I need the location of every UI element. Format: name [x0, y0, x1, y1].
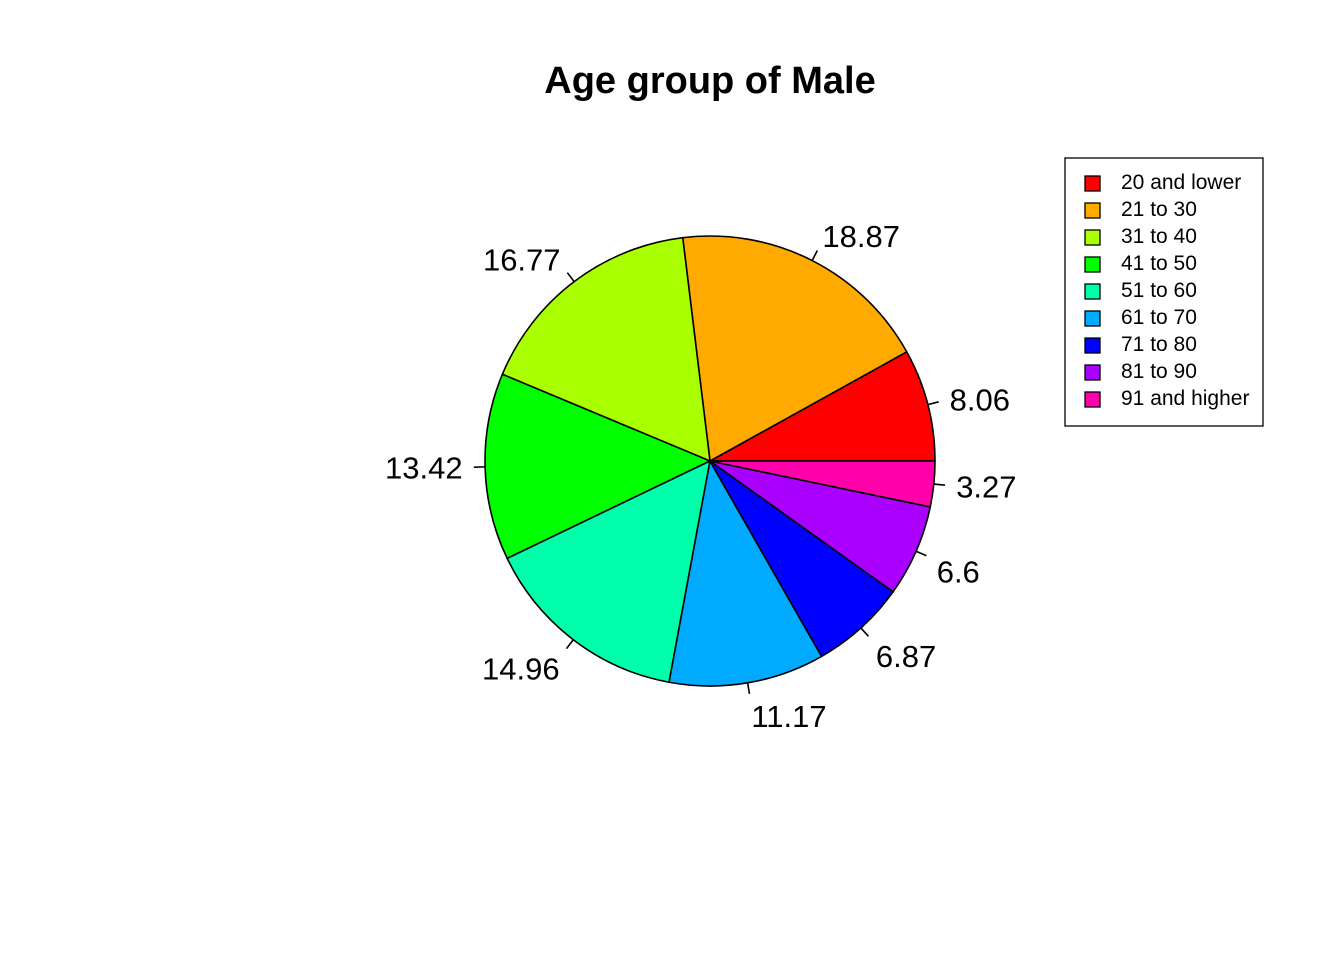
- pie-slice-label-4: 13.42: [385, 451, 463, 486]
- pie-slices: [484, 235, 936, 687]
- pie-slice-label-8: 6.6: [937, 554, 980, 589]
- legend-swatch-8: [1084, 364, 1101, 381]
- pie-label-tick-8: [915, 550, 927, 557]
- pie-label-tick-7: [860, 627, 869, 637]
- pie-slice-label-9: 3.27: [956, 470, 1016, 505]
- legend-swatch-3: [1084, 229, 1101, 246]
- pie-slice-label-6: 11.17: [751, 699, 826, 734]
- legend-label-2: 21 to 30: [1121, 198, 1197, 221]
- pie-label-tick-5: [565, 639, 574, 650]
- pie-slice-4: [484, 373, 711, 560]
- pie-slice-3: [501, 236, 711, 462]
- legend-label-3: 31 to 40: [1121, 225, 1197, 248]
- pie-slice-labels: 8.06 18.87 16.77 13.42 14.96 11.17 6.87 6.6 3.27: [385, 219, 1017, 734]
- legend-label-8: 81 to 90: [1121, 360, 1197, 383]
- pie-slice-label-3: 16.77: [483, 242, 561, 277]
- pie-slice-label-1: 8.06: [950, 382, 1010, 417]
- pie-slice-6: [668, 460, 823, 687]
- pie-slice-label-7: 6.87: [876, 639, 936, 674]
- pie-slice-2: [681, 235, 908, 462]
- legend-label-7: 71 to 80: [1121, 333, 1197, 356]
- pie-label-tick-3: [566, 272, 575, 283]
- pie-label-tick-2: [811, 250, 819, 261]
- legend: 20 and lower 21 to 30 31 to 40 41 to 50 51 t…: [1064, 157, 1264, 427]
- legend-label-5: 51 to 60: [1121, 279, 1197, 302]
- legend-label-6: 61 to 70: [1121, 306, 1197, 329]
- pie-slice-1: [709, 351, 936, 462]
- pie-slice-label-5: 14.96: [482, 652, 560, 687]
- legend-label-4: 41 to 50: [1121, 252, 1197, 275]
- legend-swatch-7: [1084, 337, 1101, 354]
- legend-swatch-9: [1084, 391, 1101, 408]
- legend-swatch-2: [1084, 202, 1101, 219]
- legend-swatch-1: [1084, 175, 1101, 192]
- pie-label-tick-9: [933, 483, 946, 487]
- pie-slice-label-2: 18.87: [822, 219, 900, 254]
- pie-label-tick-6: [746, 682, 751, 695]
- pie-label-tick-1: [927, 401, 939, 406]
- legend-swatch-4: [1084, 256, 1101, 273]
- legend-label-1: 20 and lower: [1121, 171, 1241, 194]
- legend-swatch-6: [1084, 310, 1101, 327]
- legend-label-9: 91 and higher: [1121, 387, 1249, 410]
- chart-title: Age group of Male: [544, 60, 875, 102]
- pie-slice-5: [506, 460, 711, 684]
- legend-swatch-5: [1084, 283, 1101, 300]
